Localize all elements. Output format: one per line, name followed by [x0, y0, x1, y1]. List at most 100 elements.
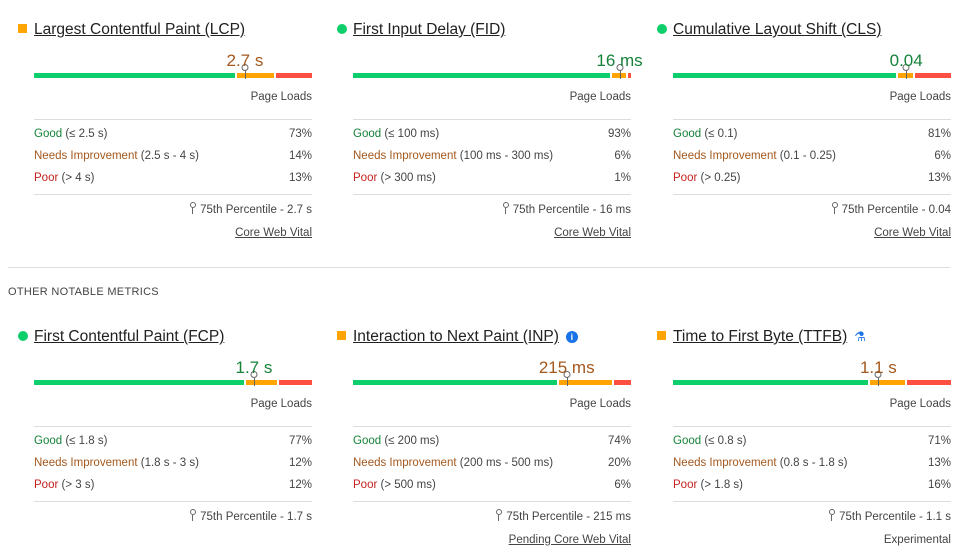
- metric-title-link[interactable]: Largest Contentful Paint (LCP): [34, 21, 246, 38]
- row-label: Needs Improvement (200 ms - 500 ms): [353, 457, 553, 469]
- rating-percent: 20%: [607, 457, 631, 469]
- metric-card: Largest Contentful Paint (LCP) 2.7 s Page …: [18, 20, 312, 250]
- core-web-vital-link[interactable]: Pending Core Web Vital: [508, 534, 631, 546]
- flask-icon[interactable]: ⚗: [854, 329, 866, 344]
- page-loads-label: Page Loads: [889, 91, 951, 103]
- good-circle-icon: [337, 24, 347, 34]
- distribution-row: Needs Improvement (100 ms - 300 ms) 6%: [353, 150, 631, 162]
- rule: [353, 119, 631, 120]
- rating-name: Needs Improvement: [34, 150, 138, 162]
- distribution-bar: [34, 380, 312, 385]
- percentile-text: 75th Percentile - 0.04: [841, 204, 951, 216]
- good-segment: [34, 73, 235, 78]
- metric-title-row: First Contentful Paint (FCP): [34, 327, 224, 347]
- poor-segment: [278, 380, 312, 385]
- percentile-text: 75th Percentile - 1.1 s: [839, 511, 951, 523]
- rating-percent: 13%: [288, 172, 312, 184]
- rule: [673, 501, 951, 502]
- row-label: Good (≤ 200 ms): [353, 435, 439, 447]
- rating-percent: 93%: [607, 128, 631, 140]
- rating-range: (1.8 s - 3 s): [140, 457, 199, 469]
- metric-card: First Input Delay (FID) 16 ms Page Loads Go…: [337, 20, 643, 250]
- distribution-row: Poor (> 4 s) 13%: [34, 172, 312, 184]
- rule: [353, 194, 631, 195]
- distribution-bar: [353, 380, 631, 385]
- rating-percent: 74%: [607, 435, 631, 447]
- rating-range: (> 0.25): [700, 172, 741, 184]
- rating-range: (≤ 200 ms): [384, 435, 440, 447]
- good-segment: [353, 380, 557, 385]
- rule: [673, 426, 951, 427]
- rating-range: (> 300 ms): [380, 172, 436, 184]
- percentile-line: 75th Percentile - 1.7 s: [189, 509, 312, 523]
- row-label: Poor (> 300 ms): [353, 172, 436, 184]
- rating-name: Needs Improvement: [353, 457, 457, 469]
- rating-name: Needs Improvement: [673, 150, 777, 162]
- core-web-vital-link[interactable]: Core Web Vital: [554, 227, 631, 239]
- good-segment: [353, 73, 610, 78]
- row-label: Needs Improvement (2.5 s - 4 s): [34, 150, 199, 162]
- rating-name: Poor: [34, 479, 59, 491]
- metric-title-link[interactable]: Time to First Byte (TTFB): [673, 328, 848, 345]
- rating-name: Good: [673, 128, 702, 140]
- p75-value: 1.7 s: [235, 358, 273, 377]
- p75-marker-line: [619, 70, 621, 79]
- row-label: Poor (> 0.25): [673, 172, 740, 184]
- distribution-row: Needs Improvement (2.5 s - 4 s) 14%: [34, 150, 312, 162]
- needs-improvement-segment: [558, 380, 613, 385]
- rating-range: (2.5 s - 4 s): [140, 150, 199, 162]
- distribution-row: Poor (> 3 s) 12%: [34, 479, 312, 491]
- good-segment: [673, 73, 897, 78]
- rating-percent: 73%: [288, 128, 312, 140]
- status-label: Experimental: [883, 534, 951, 546]
- rating-percent: 14%: [288, 150, 312, 162]
- core-web-vital-link[interactable]: Core Web Vital: [235, 227, 312, 239]
- page-loads-label: Page Loads: [569, 91, 631, 103]
- rating-range: (> 500 ms): [380, 479, 436, 491]
- metric-title-link[interactable]: First Input Delay (FID): [353, 21, 506, 38]
- rule: [673, 194, 951, 195]
- rating-percent: 12%: [288, 479, 312, 491]
- metric-title-link[interactable]: First Contentful Paint (FCP): [34, 328, 225, 345]
- rating-name: Good: [353, 128, 382, 140]
- percentile-text: 75th Percentile - 16 ms: [512, 204, 631, 216]
- core-web-vital-link[interactable]: Core Web Vital: [874, 227, 951, 239]
- row-label: Poor (> 3 s): [34, 479, 94, 491]
- percentile-text: 75th Percentile - 2.7 s: [200, 204, 312, 216]
- rating-range: (≤ 2.5 s): [65, 128, 108, 140]
- rating-range: (≤ 0.1): [704, 128, 738, 140]
- distribution-bar: [673, 73, 951, 78]
- metric-title-link[interactable]: Interaction to Next Paint (INP): [353, 328, 559, 345]
- row-label: Poor (> 1.8 s): [673, 479, 743, 491]
- distribution-bar: [353, 73, 631, 78]
- poor-segment: [614, 380, 631, 385]
- metric-title-row: Time to First Byte (TTFB) ⚗: [673, 327, 866, 347]
- metric-title-link[interactable]: Cumulative Layout Shift (CLS): [673, 21, 882, 38]
- rating-name: Good: [34, 128, 63, 140]
- rating-range: (≤ 0.8 s): [704, 435, 747, 447]
- distribution-row: Poor (> 1.8 s) 16%: [673, 479, 951, 491]
- needs-improvement-square-icon: [657, 331, 666, 340]
- row-label: Needs Improvement (0.8 s - 1.8 s): [673, 457, 848, 469]
- percentile-line: 75th Percentile - 16 ms: [502, 202, 631, 216]
- info-icon[interactable]: i: [565, 331, 578, 343]
- page-loads-label: Page Loads: [889, 398, 951, 410]
- percentile-line: 75th Percentile - 1.1 s: [828, 509, 951, 523]
- rating-range: (0.8 s - 1.8 s): [779, 457, 848, 469]
- rule: [673, 119, 951, 120]
- needs-improvement-segment: [245, 380, 277, 385]
- good-segment: [34, 380, 244, 385]
- rating-percent: 6%: [614, 150, 631, 162]
- rating-percent: 77%: [288, 435, 312, 447]
- p75-marker-icon: [189, 509, 197, 521]
- rule: [353, 501, 631, 502]
- rating-percent: 16%: [927, 479, 951, 491]
- page-loads-label: Page Loads: [250, 91, 312, 103]
- p75-marker-line: [878, 377, 880, 386]
- metric-card: Cumulative Layout Shift (CLS) 0.04 Page Lo…: [657, 20, 951, 250]
- row-label: Good (≤ 100 ms): [353, 128, 439, 140]
- section-divider: [8, 267, 950, 268]
- row-label: Good (≤ 2.5 s): [34, 128, 107, 140]
- distribution-row: Poor (> 0.25) 13%: [673, 172, 951, 184]
- page-loads-label: Page Loads: [569, 398, 631, 410]
